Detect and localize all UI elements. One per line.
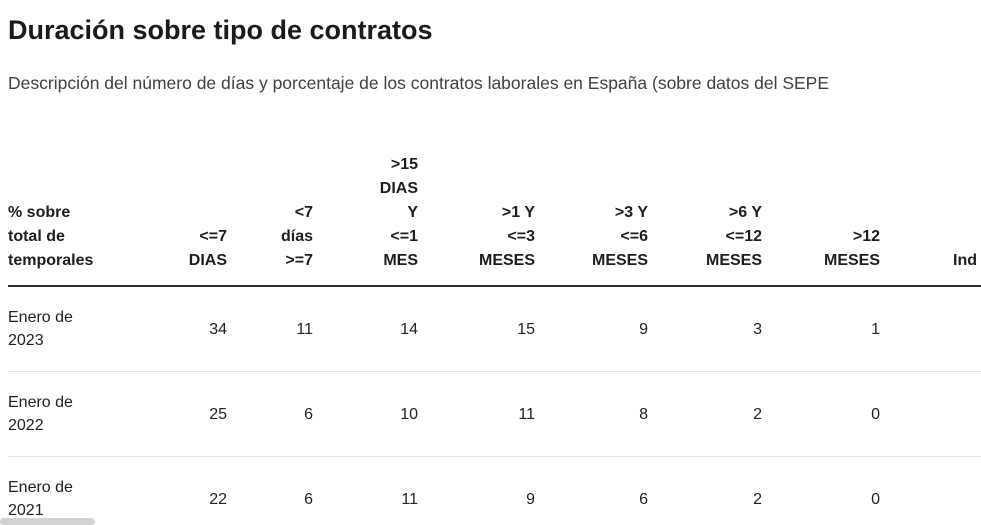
cell-value: 2	[753, 405, 762, 423]
cell-value: 3	[753, 320, 762, 338]
col-header-gt12-meses: >12 MESES	[823, 228, 880, 269]
cell-value: 2	[753, 490, 762, 508]
cell-value: 11	[518, 405, 535, 423]
cell-value-offscreen	[880, 457, 981, 525]
col-header-lt7-dias-ge7: <7 días >=7	[280, 204, 313, 269]
table-row-enero-2021: Enero de 2021 22 6 11 9 6 2 0	[8, 457, 981, 525]
cell-value: 22	[209, 490, 227, 508]
cell-value: 15	[517, 320, 535, 338]
cell-value: 34	[209, 320, 227, 338]
cell-value: 11	[296, 320, 313, 338]
col-header-gt15-dias-le1-mes: >15 DIAS Y <=1 MES	[379, 156, 418, 269]
row-label: Enero de 2022	[8, 394, 73, 434]
cell-value: 9	[526, 490, 535, 508]
row-label: Enero de 2023	[8, 309, 73, 349]
page-subtitle: Descripción del número de días y porcent…	[8, 73, 830, 93]
col-header-gt1-le3-meses: >1 Y <=3 MESES	[478, 204, 535, 269]
cell-value: 11	[401, 490, 418, 508]
col-header-le7-dias: <=7 DIAS	[188, 228, 227, 269]
contracts-table-wrap: % sobre total de temporales <=7 DIAS <7 …	[0, 153, 981, 525]
col-header-row-label: % sobre total de temporales	[8, 204, 94, 269]
row-label: Enero de 2021	[8, 479, 73, 519]
cell-value: 0	[871, 405, 880, 423]
col-header-indefinidos-truncated: Ind	[953, 252, 977, 269]
cell-value: 1	[871, 320, 880, 338]
cell-value: 0	[871, 490, 880, 508]
cell-value: 14	[400, 320, 418, 338]
cell-value-offscreen	[880, 286, 981, 372]
cell-value: 25	[209, 405, 227, 423]
contracts-table: % sobre total de temporales <=7 DIAS <7 …	[8, 153, 981, 525]
page-title: Duración sobre tipo de contratos	[8, 15, 433, 45]
cell-value-offscreen	[880, 372, 981, 457]
table-row-enero-2023: Enero de 2023 34 11 14 15 9 3 1	[8, 286, 981, 372]
cell-value: 10	[400, 405, 418, 423]
col-header-gt6-le12-meses: >6 Y <=12 MESES	[705, 204, 762, 269]
cell-value: 6	[304, 490, 313, 508]
table-row-enero-2022: Enero de 2022 25 6 10 11 8 2 0	[8, 372, 981, 457]
horizontal-scrollbar[interactable]	[0, 518, 981, 525]
cell-value: 9	[639, 320, 648, 338]
scrollbar-thumb[interactable]	[0, 518, 95, 525]
cell-value: 8	[639, 405, 648, 423]
col-header-gt3-le6-meses: >3 Y <=6 MESES	[591, 204, 648, 269]
cell-value: 6	[304, 405, 313, 423]
table-header-row: % sobre total de temporales <=7 DIAS <7 …	[8, 153, 981, 286]
cell-value: 6	[639, 490, 648, 508]
